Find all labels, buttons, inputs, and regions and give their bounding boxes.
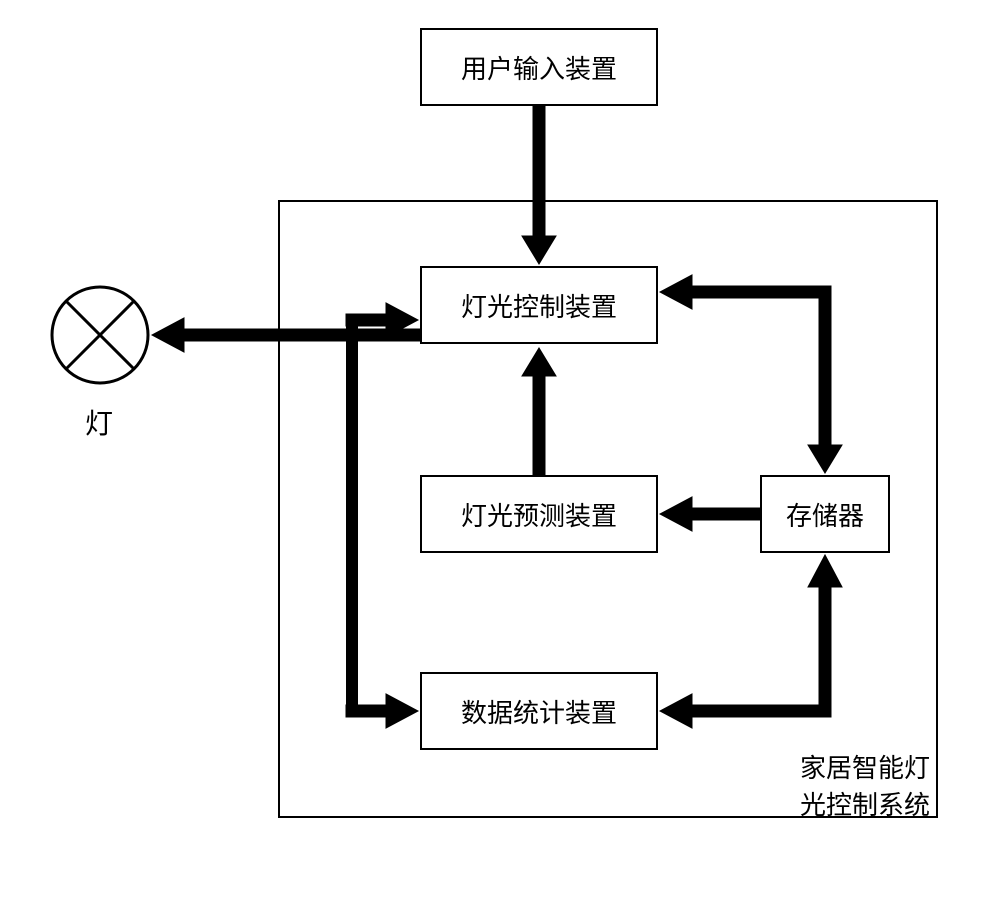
node-light-predict: 灯光预测装置 xyxy=(420,475,658,553)
node-storage: 存储器 xyxy=(760,475,890,553)
node-user-input: 用户输入装置 xyxy=(420,28,658,106)
node-light-control-label: 灯光控制装置 xyxy=(461,287,617,324)
node-light-predict-label: 灯光预测装置 xyxy=(461,496,617,533)
lamp-icon xyxy=(52,287,148,383)
node-data-stats: 数据统计装置 xyxy=(420,672,658,750)
node-user-input-label: 用户输入装置 xyxy=(461,49,617,86)
system-box-label: 家居智能灯 光控制系统 xyxy=(800,748,930,822)
diagram-stage: 家居智能灯 光控制系统 灯 用户输入装置 灯光控制装置 灯光预测装置 存储器 数… xyxy=(0,0,1000,914)
node-storage-label: 存储器 xyxy=(786,496,864,533)
node-data-stats-label: 数据统计装置 xyxy=(461,693,617,730)
node-light-control: 灯光控制装置 xyxy=(420,266,658,344)
lamp-label: 灯 xyxy=(85,402,113,442)
